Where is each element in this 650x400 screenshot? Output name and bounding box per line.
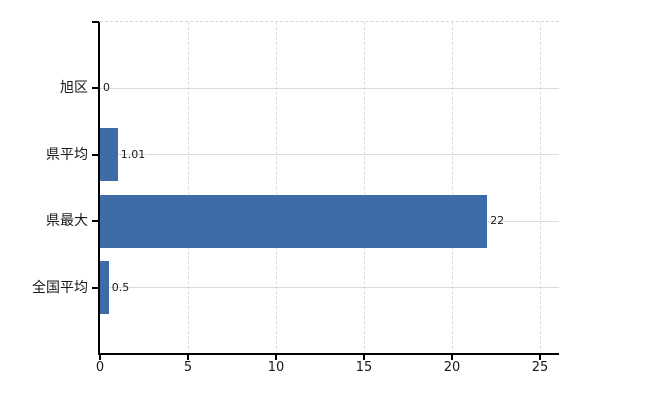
y-axis-tick (92, 87, 99, 90)
x-axis-tick (187, 355, 189, 360)
y-axis-tick (92, 220, 99, 223)
x-gridline (451, 22, 453, 354)
y-axis-tick (92, 153, 99, 156)
plot-area (100, 22, 559, 354)
x-gridline (187, 22, 189, 354)
value-label: 0.5 (111, 280, 130, 294)
x-axis-tick (99, 355, 101, 360)
x-axis-line (98, 353, 559, 355)
y-gridline (100, 87, 559, 89)
bar-3 (100, 194, 488, 248)
value-label: 0 (103, 81, 110, 95)
x-axis-tick (539, 355, 541, 360)
value-label: 1.01 (120, 147, 146, 161)
x-axis-tick-label: 20 (443, 360, 461, 375)
y-axis-top-tick (92, 21, 99, 23)
category-label: 全国平均 (32, 279, 88, 296)
plot-top-border (100, 21, 559, 22)
value-label: 22 (490, 214, 505, 228)
x-axis-tick-label: 15 (355, 360, 373, 375)
y-gridline (100, 154, 559, 156)
category-label: 県最大 (46, 213, 88, 230)
x-axis-tick-label: 25 (531, 360, 549, 375)
x-axis-tick-label: 0 (95, 360, 105, 375)
x-axis-tick-label: 5 (183, 360, 193, 375)
x-gridline (275, 22, 277, 354)
x-axis-tick (363, 355, 365, 360)
x-axis-tick (275, 355, 277, 360)
category-label: 旭区 (60, 80, 88, 97)
x-axis-tick-label: 10 (267, 360, 285, 375)
x-axis-tick (451, 355, 453, 360)
bar-4 (100, 261, 109, 315)
y-axis-tick (92, 286, 99, 289)
y-axis-line (98, 22, 100, 354)
category-label: 県平均 (46, 146, 88, 163)
y-gridline (100, 287, 559, 289)
x-gridline (363, 22, 365, 354)
bar-2 (100, 128, 118, 182)
x-gridline (539, 22, 541, 354)
